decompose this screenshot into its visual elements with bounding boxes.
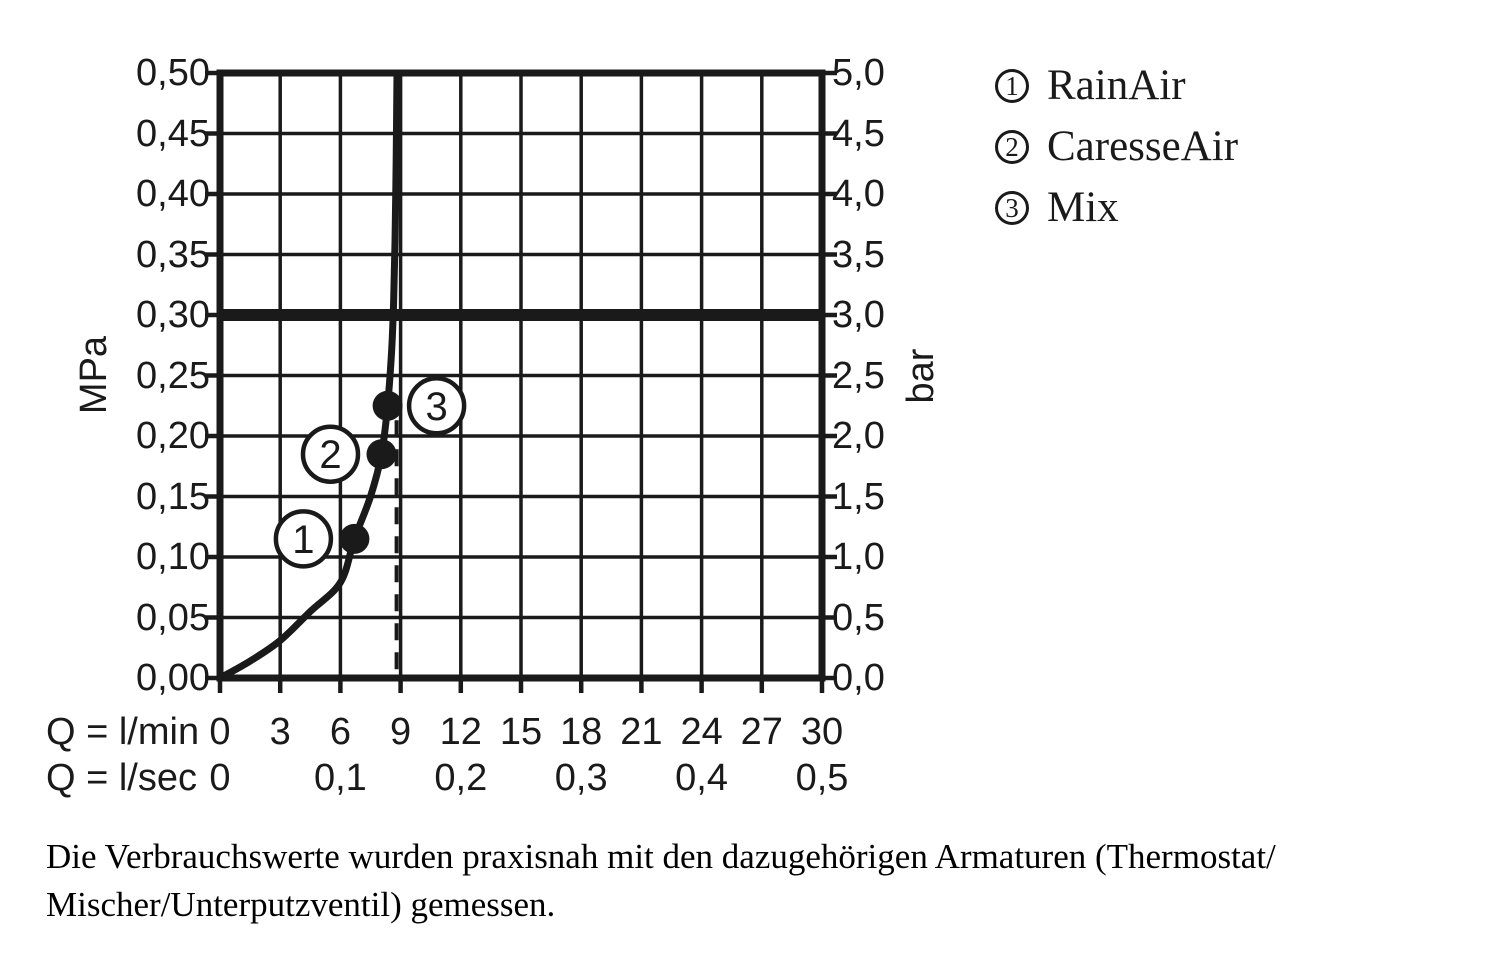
y-right-tick-label: 5,0 (832, 52, 885, 94)
x-lmin-tick-label: 15 (499, 711, 543, 753)
right-axis-unit-label: bar (900, 348, 942, 404)
x-lmin-tick-label: 3 (269, 711, 291, 753)
x-lsec-tick-label: 0,2 (434, 757, 488, 799)
y-left-tick-label: 0,50 (136, 52, 210, 94)
x-lsec-tick-label: 0,3 (554, 757, 608, 799)
y-right-tick-label: 1,0 (832, 536, 885, 578)
y-right-tick-label: 3,0 (832, 294, 885, 336)
x-axis-row-label-lmin: Q = l/min (46, 711, 200, 753)
x-lmin-tick-label: 9 (390, 711, 412, 753)
point-marker-1: 1 (273, 509, 334, 569)
x-lsec-tick-label: 0 (209, 757, 231, 799)
y-left-tick-label: 0,40 (136, 173, 210, 215)
legend-item-label: Mix (1047, 184, 1119, 231)
legend-item-mix: 3 Mix (995, 184, 1238, 232)
x-lmin-tick-label: 12 (439, 711, 482, 753)
point-marker-circle-2 (300, 424, 361, 484)
legend-item-rainair: 1 RainAir (995, 62, 1238, 110)
x-lmin-tick-label: 0 (209, 711, 231, 753)
y-right-tick-label: 4,5 (832, 112, 885, 155)
y-left-tick-label: 0,35 (136, 233, 210, 276)
y-left-tick-label: 0,00 (136, 657, 210, 699)
y-left-tick-label: 0,15 (136, 475, 210, 518)
caption-line-1: Die Verbrauchswerte wurden praxisnah mit… (46, 837, 1276, 876)
caption-line-2: Mischer/Unterputzventil) gemessen. (46, 885, 556, 924)
legend-number-circle-2: 2 (995, 130, 1029, 164)
point-marker-circle-1 (273, 509, 334, 569)
point-marker-number-3: 3 (425, 385, 447, 429)
point-marker-2: 2 (300, 424, 361, 484)
x-lmin-tick-label: 18 (560, 711, 603, 753)
point-marker-circle-3 (406, 376, 467, 436)
y-right-tick-label: 3,5 (832, 233, 885, 276)
y-left-tick-label: 0,30 (136, 294, 210, 336)
legend-number-circle-1: 1 (995, 69, 1029, 103)
x-lmin-tick-label: 21 (620, 711, 663, 753)
legend-item-label: RainAir (1047, 62, 1186, 109)
data-point-dot-1 (339, 523, 370, 554)
x-lsec-tick-label: 0,5 (795, 757, 849, 799)
y-left-tick-label: 0,05 (136, 596, 210, 639)
y-left-tick-label: 0,45 (136, 112, 210, 155)
legend-number-circle-3: 3 (995, 191, 1029, 225)
legend-item-caresseair: 2 CaresseAir (995, 123, 1238, 171)
x-lmin-tick-label: 30 (800, 711, 844, 753)
caption: Die Verbrauchswerte wurden praxisnah mit… (46, 833, 1276, 929)
data-point-dot-2 (366, 439, 397, 470)
x-lmin-tick-label: 6 (329, 711, 351, 753)
data-point-dot-3 (372, 390, 403, 421)
left-axis-unit-label: MPa (73, 335, 115, 415)
y-left-tick-label: 0,20 (136, 415, 210, 457)
x-lsec-tick-label: 0,1 (313, 757, 367, 799)
y-right-tick-label: 1,5 (832, 475, 885, 518)
y-right-tick-label: 2,0 (832, 415, 885, 457)
point-marker-number-2: 2 (319, 433, 341, 477)
legend-item-label: CaresseAir (1047, 123, 1239, 170)
point-marker-number-1: 1 (292, 518, 314, 562)
y-left-tick-label: 0,10 (136, 536, 210, 578)
x-lmin-tick-label: 24 (680, 711, 723, 753)
y-right-tick-label: 2,5 (832, 354, 885, 397)
y-left-tick-label: 0,25 (136, 354, 210, 397)
legend: 1 RainAir 2 CaresseAir 3 Mix (995, 62, 1238, 232)
y-right-tick-label: 0,0 (832, 657, 885, 699)
y-right-tick-label: 0,5 (832, 596, 885, 639)
point-marker-3: 3 (406, 376, 467, 436)
x-axis-row-label-lsec: Q = l/sec (46, 757, 197, 799)
y-right-tick-label: 4,0 (832, 173, 885, 215)
x-lsec-tick-label: 0,4 (675, 757, 728, 799)
x-lmin-tick-label: 27 (740, 711, 783, 753)
